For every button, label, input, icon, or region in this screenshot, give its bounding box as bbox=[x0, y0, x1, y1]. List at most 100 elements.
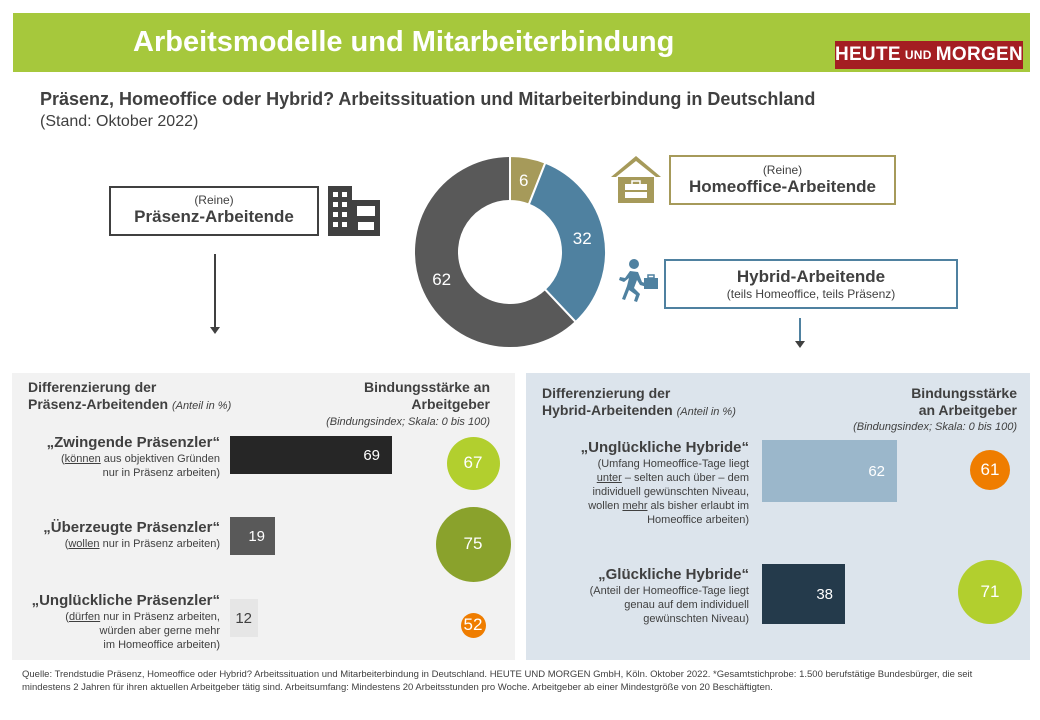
praesenz-bind-sub: (Bindungsindex; Skala: 0 bis 100) bbox=[326, 416, 490, 428]
donut-slice-hybrid bbox=[527, 161, 607, 324]
praesenz-panel-title: Differenzierung der Präsenz-Arbeitenden … bbox=[28, 379, 231, 415]
index-value: 67 bbox=[463, 453, 483, 472]
index-value: 71 bbox=[980, 582, 1000, 601]
index-value: 61 bbox=[980, 460, 1000, 479]
hybrid-panel-title: Differenzierung der Hybrid-Arbeitenden (… bbox=[542, 385, 736, 421]
desc-underline: unter bbox=[596, 472, 622, 484]
index-value: 75 bbox=[463, 534, 483, 553]
category-desc: (Umfang Homeoffice-Tage liegt bbox=[597, 458, 749, 470]
category-desc: (dürfen nur in Präsenz arbeiten, bbox=[65, 611, 220, 623]
bar-value: 12 bbox=[235, 609, 252, 627]
desc-underline: mehr bbox=[622, 500, 648, 512]
hybrid-bind-head: Bindungsstärke an Arbeitgeber bbox=[847, 385, 1017, 419]
praesenz-panel-title-note: (Anteil in %) bbox=[171, 400, 232, 412]
bar-value: 38 bbox=[816, 585, 833, 603]
homeoffice-label-box: (Reine) Homeoffice-Arbeitende bbox=[669, 155, 896, 205]
category-name: „Glückliche Hybride“ bbox=[598, 566, 749, 583]
category-desc-2: unter – selten auch über – dem bbox=[540, 471, 749, 485]
category-desc-2: würden aber gerne mehr bbox=[99, 625, 220, 637]
index-circle-unglueckliche-hybride: 61 bbox=[970, 450, 1010, 490]
praesenz-bind-head-1: Bindungsstärke an bbox=[363, 379, 490, 395]
donut-chart: 62 6 32 bbox=[413, 154, 607, 349]
homeoffice-pre: (Reine) bbox=[762, 163, 803, 177]
praesenz-arrow bbox=[210, 254, 220, 334]
hybrid-panel-title-2: Hybrid-Arbeitenden bbox=[542, 402, 673, 418]
index-circle-glueckliche-hybride: 71 bbox=[958, 560, 1022, 624]
chart-subtitle: Präsenz, Homeoffice oder Hybrid? Arbeits… bbox=[40, 89, 816, 109]
category-desc: (können aus objektiven Gründen bbox=[60, 453, 220, 465]
homeoffice-label: Homeoffice-Arbeitende bbox=[688, 177, 877, 196]
category-desc: (Anteil der Homeoffice-Tage liegt bbox=[589, 585, 749, 597]
page-title: Arbeitsmodelle und Mitarbeiterbindung bbox=[133, 26, 675, 58]
date-note: (Stand: Oktober 2022) bbox=[40, 113, 199, 130]
index-circle-zwingende: 67 bbox=[446, 436, 500, 490]
office-building-icon bbox=[328, 186, 380, 236]
praesenz-bind-head: Bindungsstärke an Arbeitgeber bbox=[320, 379, 490, 413]
company-logo: HEUTE UND MORGEN bbox=[835, 41, 1023, 69]
bar-value: 69 bbox=[363, 446, 380, 464]
hybrid-label: Hybrid-Arbeitende bbox=[736, 267, 886, 286]
category-desc: (wollen nur in Präsenz arbeiten) bbox=[64, 538, 220, 550]
desc-rest: aus objektiven Gründen bbox=[100, 453, 220, 465]
house-briefcase-icon bbox=[611, 156, 661, 203]
logo-word-3: MORGEN bbox=[935, 44, 1024, 65]
donut-slice-praesenz bbox=[413, 154, 578, 349]
hybrid-panel-title-note: (Anteil in %) bbox=[676, 406, 736, 418]
hybrid-panel-title-1: Differenzierung der bbox=[542, 385, 671, 401]
category-desc-5: Homeoffice arbeiten) bbox=[647, 514, 749, 526]
category-desc-4: wollen mehr als bisher erlaubt im bbox=[540, 499, 749, 513]
hybrid-bind-sub: (Bindungsindex; Skala: 0 bis 100) bbox=[853, 421, 1017, 433]
source-note: Quelle: Trendstudie Präsenz, Homeoffice … bbox=[22, 669, 973, 693]
logo-word-1: HEUTE bbox=[834, 44, 901, 65]
bar-unglueckliche-praesenzler: 12 bbox=[230, 599, 258, 637]
desc-underline: wollen bbox=[68, 538, 100, 550]
donut-label-homeoffice: 6 bbox=[519, 171, 528, 190]
desc-rest: nur in Präsenz arbeiten) bbox=[99, 538, 220, 550]
praesenz-label: Präsenz-Arbeitende bbox=[134, 207, 294, 226]
category-desc-2: nur in Präsenz arbeiten) bbox=[102, 467, 220, 479]
donut-label-praesenz: 62 bbox=[432, 270, 451, 289]
donut-label-hybrid: 32 bbox=[573, 229, 592, 248]
desc-rest: als bisher erlaubt im bbox=[647, 500, 749, 512]
bar-glueckliche-hybride: 38 bbox=[762, 564, 845, 624]
category-glueckliche-hybride: „Glückliche Hybride“ (Anteil der Homeoff… bbox=[540, 566, 749, 626]
header-banner: Arbeitsmodelle und Mitarbeiterbindung HE… bbox=[13, 13, 1030, 72]
running-person-briefcase-icon bbox=[619, 259, 658, 302]
hybrid-bind-head-2: an Arbeitgeber bbox=[918, 402, 1017, 418]
bar-value: 62 bbox=[868, 462, 885, 480]
bar-value: 19 bbox=[248, 527, 265, 545]
category-desc-3: im Homeoffice arbeiten) bbox=[103, 639, 220, 651]
category-zwingende: „Zwingende Präsenzler“ (können aus objek… bbox=[20, 434, 220, 480]
hybrid-arrow bbox=[795, 318, 805, 348]
praesenz-label-box: (Reine) Präsenz-Arbeitende bbox=[109, 186, 319, 236]
praesenz-bind-head-2: Arbeitgeber bbox=[411, 396, 490, 412]
praesenz-pre: (Reine) bbox=[194, 193, 234, 207]
category-name: „Unglückliche Hybride“ bbox=[580, 439, 749, 456]
bar-ueberzeugte: 19 bbox=[230, 517, 275, 555]
hybrid-bind-head-1: Bindungsstärke bbox=[911, 385, 1017, 401]
index-circle-ueberzeugte: 75 bbox=[435, 506, 511, 582]
hybrid-label-box: Hybrid-Arbeitende (teils Homeoffice, tei… bbox=[664, 259, 958, 309]
index-value: 52 bbox=[463, 615, 483, 634]
desc-underline: dürfen bbox=[68, 611, 101, 623]
desc-underline: können bbox=[64, 453, 101, 465]
category-desc-3: gewünschten Niveau) bbox=[643, 613, 749, 625]
bar-zwingende: 69 bbox=[230, 436, 392, 474]
index-circle-unglueckliche-praesenzler: 52 bbox=[460, 612, 486, 638]
hybrid-sub: (teils Homeoffice, teils Präsenz) bbox=[726, 287, 896, 301]
category-desc-3: individuell gewünschten Niveau, bbox=[592, 486, 749, 498]
desc-rest: nur in Präsenz arbeiten, bbox=[100, 611, 220, 623]
desc-pre: wollen bbox=[588, 500, 623, 512]
category-unglueckliche-praesenzler: „Unglückliche Präsenzler“ (dürfen nur in… bbox=[14, 592, 220, 652]
category-name: „Zwingende Präsenzler“ bbox=[46, 434, 220, 451]
desc-rest: – selten auch über – dem bbox=[621, 472, 749, 484]
bar-unglueckliche-hybride: 62 bbox=[762, 440, 897, 502]
category-name: „Überzeugte Präsenzler“ bbox=[43, 519, 220, 536]
category-name: „Unglückliche Präsenzler“ bbox=[31, 592, 220, 609]
category-ueberzeugte: „Überzeugte Präsenzler“ (wollen nur in P… bbox=[20, 519, 220, 551]
category-unglueckliche-hybride: „Unglückliche Hybride“ (Umfang Homeoffic… bbox=[540, 439, 749, 527]
category-desc-2: genau auf dem individuell bbox=[624, 599, 749, 611]
praesenz-panel bbox=[12, 373, 515, 660]
praesenz-panel-title-1: Differenzierung der bbox=[28, 379, 157, 395]
logo-word-2: UND bbox=[904, 48, 932, 62]
